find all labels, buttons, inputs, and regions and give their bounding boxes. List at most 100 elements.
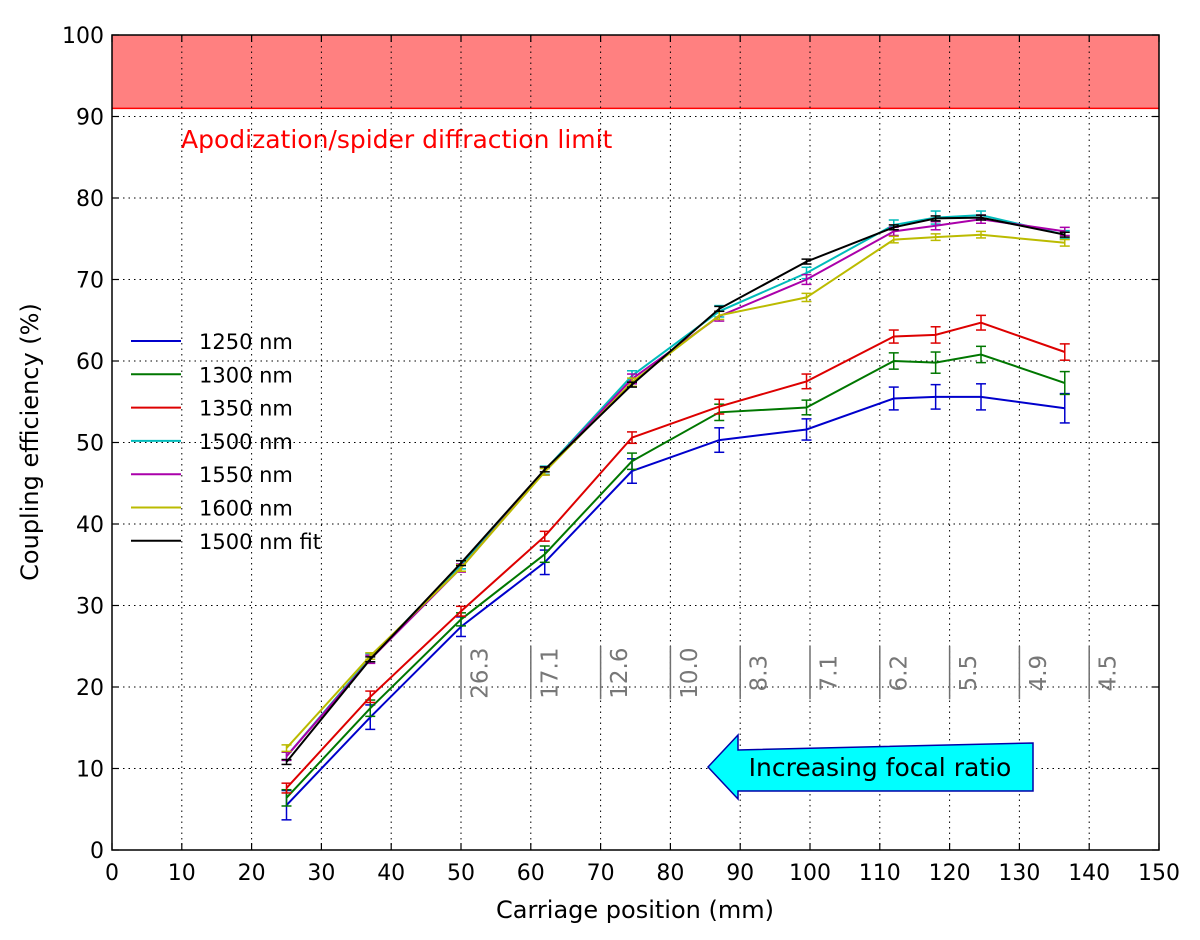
- y-axis-label: Coupling efficiency (%): [16, 303, 44, 581]
- legend-label: 1550 nm: [199, 463, 293, 487]
- x-tick-label: 20: [238, 861, 266, 886]
- data-point-errorbar: [976, 345, 987, 364]
- data-point-errorbar: [801, 373, 812, 390]
- data-point-errorbar: [365, 656, 376, 663]
- data-point-errorbar: [456, 559, 466, 567]
- data-point-errorbar: [627, 381, 638, 388]
- focal-ratio-label: 8.3: [747, 655, 773, 692]
- x-tick-label: 30: [307, 861, 335, 886]
- data-point-errorbar: [627, 452, 638, 471]
- y-tick-label: 100: [62, 24, 104, 49]
- data-point-errorbar: [1059, 231, 1070, 238]
- data-point-errorbar: [930, 326, 941, 344]
- data-point-errorbar: [930, 351, 941, 374]
- legend-item: 1300 nm: [131, 363, 293, 387]
- focal-ratio-label: 4.9: [1026, 655, 1052, 692]
- data-point-errorbar: [281, 758, 292, 766]
- y-tick-label: 30: [76, 595, 104, 620]
- data-point-errorbar: [801, 399, 812, 416]
- data-point-errorbar: [539, 530, 550, 542]
- data-point-errorbar: [801, 292, 812, 303]
- diffraction-limit-label: Apodization/spider diffraction limit: [181, 125, 613, 154]
- data-point-errorbar: [930, 233, 941, 242]
- data-point-errorbar: [281, 744, 292, 753]
- diffraction-limit-band: [112, 35, 1159, 109]
- x-tick-label: 60: [517, 861, 545, 886]
- legend-label: 1250 nm: [199, 330, 293, 354]
- legend-label: 1500 nm: [199, 430, 293, 454]
- x-tick-label: 50: [447, 861, 475, 886]
- data-point-errorbar: [930, 220, 941, 231]
- data-point-errorbar: [976, 314, 987, 331]
- x-tick-label: 100: [789, 861, 831, 886]
- legend-item: 1250 nm: [131, 330, 293, 354]
- y-tick-label: 0: [90, 839, 104, 864]
- legend-label: 1350 nm: [199, 397, 293, 421]
- data-point-errorbar: [888, 224, 899, 231]
- data-point-errorbar: [801, 258, 812, 265]
- data-point-errorbar: [930, 383, 941, 410]
- y-tick-label: 40: [76, 513, 104, 538]
- y-tick-label: 50: [76, 432, 104, 457]
- y-tick-label: 90: [76, 106, 104, 131]
- legend-label: 1300 nm: [199, 363, 293, 387]
- legend-item: 1500 nm: [131, 430, 293, 454]
- x-tick-label: 40: [377, 861, 405, 886]
- x-tick-label: 130: [998, 861, 1040, 886]
- data-point-errorbar: [888, 235, 899, 244]
- data-point-errorbar: [888, 386, 899, 411]
- data-point-errorbar: [456, 605, 466, 617]
- data-point-errorbar: [888, 352, 899, 370]
- data-point-errorbar: [801, 273, 812, 286]
- data-point-errorbar: [714, 398, 725, 415]
- x-tick-label: 110: [859, 861, 901, 886]
- legend-item: 1500 nm fit: [131, 530, 321, 554]
- x-tick-label: 120: [929, 861, 971, 886]
- data-point-errorbar: [365, 690, 376, 704]
- focal-ratio-label: 5.5: [956, 655, 982, 692]
- x-tick-label: 10: [168, 861, 196, 886]
- x-tick-label: 0: [105, 861, 119, 886]
- data-point-errorbar: [714, 305, 725, 313]
- x-tick-label: 70: [587, 861, 615, 886]
- data-point-errorbar: [976, 383, 987, 411]
- y-tick-label: 70: [76, 269, 104, 294]
- data-point-errorbar: [1059, 238, 1070, 247]
- legend-label: 1600 nm: [199, 497, 293, 521]
- focal-ratio-label: 26.3: [468, 648, 494, 699]
- focal-ratio-label: 17.1: [537, 648, 563, 699]
- focal-ratio-label: 4.5: [1096, 655, 1122, 692]
- focal-ratio-label: 12.6: [607, 648, 633, 699]
- arrow-label: Increasing focal ratio: [749, 753, 1012, 782]
- y-tick-label: 80: [76, 187, 104, 212]
- data-point-errorbar: [627, 431, 638, 445]
- data-point-errorbar: [1059, 343, 1070, 361]
- increasing-focal-ratio-arrow: Increasing focal ratio: [706, 733, 1034, 801]
- focal-ratio-label: 10.0: [677, 648, 703, 699]
- legend-item: 1350 nm: [131, 397, 293, 421]
- data-point-errorbar: [976, 214, 987, 221]
- data-point-errorbar: [714, 427, 725, 454]
- x-tick-label: 90: [726, 861, 754, 886]
- data-point-errorbar: [888, 329, 899, 344]
- data-point-errorbar: [1059, 370, 1070, 396]
- x-tick-label: 150: [1138, 861, 1180, 886]
- legend-item: 1600 nm: [131, 497, 293, 521]
- x-tick-label: 80: [656, 861, 684, 886]
- data-point-errorbar: [539, 545, 550, 564]
- focal-ratio-label: 6.2: [886, 655, 912, 692]
- data-point-errorbar: [976, 230, 987, 239]
- legend-label: 1500 nm fit: [199, 530, 321, 554]
- data-point-errorbar: [930, 215, 941, 222]
- x-axis-label: Carriage position (mm): [496, 896, 774, 924]
- x-tick-label: 140: [1068, 861, 1110, 886]
- data-point-errorbar: [281, 782, 292, 794]
- y-tick-label: 60: [76, 350, 104, 375]
- data-point-errorbar: [801, 418, 812, 441]
- y-tick-label: 20: [76, 676, 104, 701]
- y-tick-label: 10: [76, 758, 104, 783]
- data-point-errorbar: [539, 466, 550, 473]
- focal-ratio-label: 7.1: [817, 655, 843, 692]
- legend-item: 1550 nm: [131, 463, 293, 487]
